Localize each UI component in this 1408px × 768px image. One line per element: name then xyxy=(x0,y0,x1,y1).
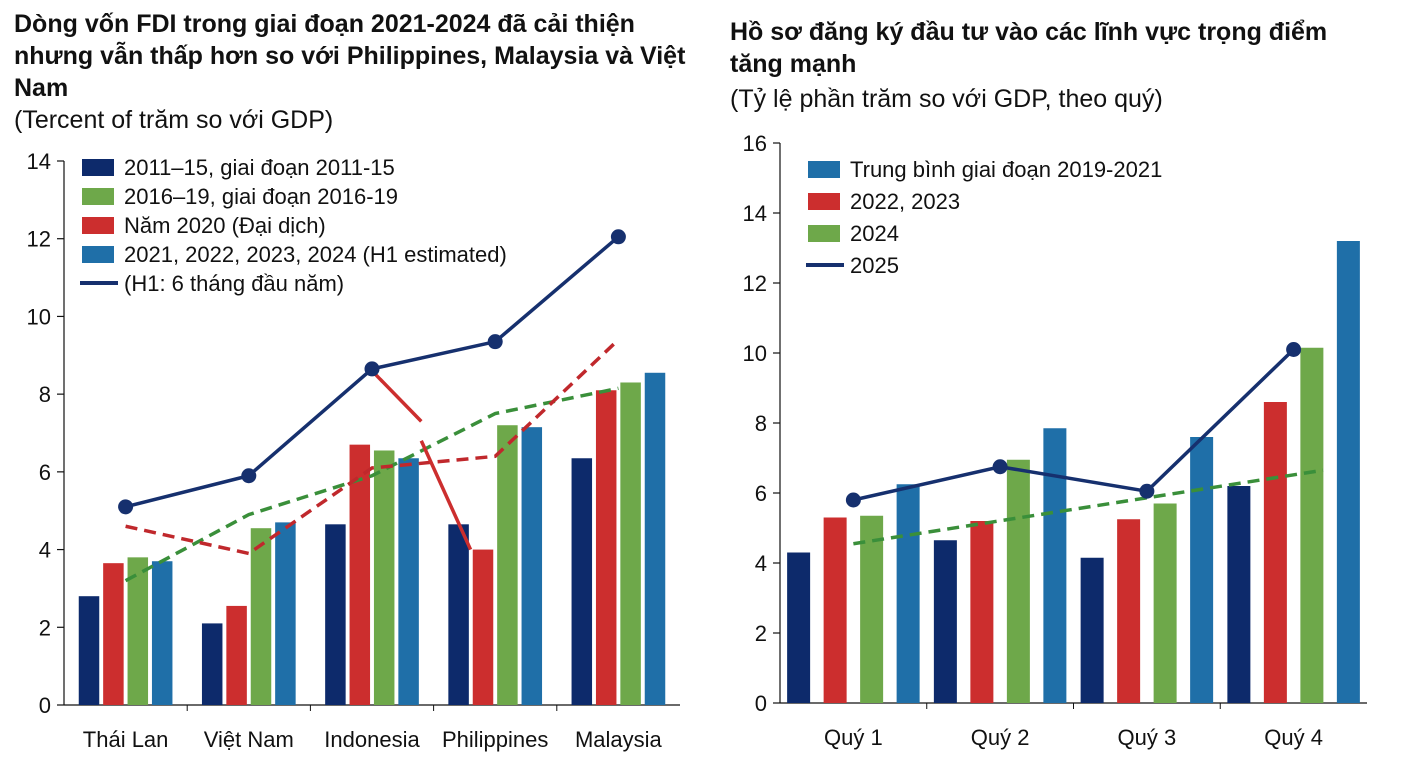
chart0-bar-series0 xyxy=(201,623,223,705)
chart1-bar-series0 xyxy=(1080,557,1104,703)
chart0-bar-series3 xyxy=(275,522,296,705)
chart0-bar-series2 xyxy=(595,390,617,705)
chart0-legend-label: (H1: 6 tháng đầu năm) xyxy=(124,271,344,296)
chart1-bar-series3 xyxy=(1043,428,1067,703)
chart0-legend-swatch xyxy=(82,246,114,263)
chart1-y-tick-label: 6 xyxy=(755,481,767,506)
chart1-line-point xyxy=(1286,342,1302,357)
chart1-bar-series0 xyxy=(933,540,957,703)
chart0-bar-series2 xyxy=(349,444,371,705)
chart1-bar-series1 xyxy=(1263,402,1287,703)
chart1-x-tick-label: Quý 4 xyxy=(1264,725,1323,750)
chart0-y-tick-label: 14 xyxy=(27,149,51,174)
chart0-y-tick-label: 6 xyxy=(39,460,51,485)
chart1-legend-label: 2025 xyxy=(850,253,899,278)
chart0-bar-series0 xyxy=(325,524,346,705)
chart0-line-point xyxy=(118,499,134,515)
chart1-legend-label: 2024 xyxy=(850,221,899,246)
chart0-y-tick-label: 0 xyxy=(39,693,51,718)
chart0-bar-series0 xyxy=(448,524,469,705)
chart1-bar-series1 xyxy=(823,517,847,703)
chart0-x-tick-label: Philippines xyxy=(442,727,548,752)
right-chart-subtitle: (Tỷ lệ phần trăm so với GDP, theo quý) xyxy=(730,85,1163,113)
chart0-y-tick-label: 4 xyxy=(39,538,51,563)
chart1-x-tick-label: Quý 1 xyxy=(824,725,883,750)
chart0-line-point xyxy=(610,229,626,245)
chart1-legend-label: 2022, 2023 xyxy=(850,189,960,214)
chart0-bar-series1 xyxy=(250,528,272,705)
chart0-trend-line-1 xyxy=(125,338,620,556)
chart1-legend-swatch xyxy=(808,193,840,210)
chart0-x-tick-label: Thái Lan xyxy=(83,727,169,752)
chart1-y-tick-label: 10 xyxy=(743,341,767,366)
chart1-bar-series1 xyxy=(970,521,994,703)
left-chart-title: Dòng vốn FDI trong giai đoạn 2021-2024 đ… xyxy=(14,10,686,102)
left-chart-subtitle: (Tercent of trăm so với GDP) xyxy=(14,106,334,134)
chart1-y-tick-label: 8 xyxy=(755,411,767,436)
chart1-legend-swatch xyxy=(808,161,840,178)
chart0-legend-label: 2011–15, giai đoạn 2011-15 xyxy=(124,155,395,180)
chart0-legend-label: 2021, 2022, 2023, 2024 (H1 estimated) xyxy=(124,242,507,267)
chart0-line-point xyxy=(241,468,257,484)
chart1-bar-series2 xyxy=(1300,347,1324,703)
chart0-bar-series2 xyxy=(472,549,494,705)
chart0-bar-series2 xyxy=(103,563,124,705)
chart0-trend-line-2 xyxy=(370,369,423,423)
chart0-legend-swatch xyxy=(82,217,114,234)
chart0-trend-line-0 xyxy=(124,386,619,583)
chart1-bar-series1 xyxy=(1117,519,1141,703)
chart1-y-tick-label: 4 xyxy=(755,551,767,576)
chart0-y-tick-label: 8 xyxy=(39,382,51,407)
right-chart-title: Hồ sơ đăng ký đầu tư vào các lĩnh vực tr… xyxy=(730,18,1328,78)
chart1-legend-label: Trung bình giai đoạn 2019-2021 xyxy=(850,157,1162,182)
chart0-legend-label: Năm 2020 (Đại dịch) xyxy=(124,213,326,238)
chart0-bar-series1 xyxy=(127,557,149,705)
chart1-bar-series2 xyxy=(860,515,884,703)
chart1-trend-line-0 xyxy=(853,468,1324,546)
chart0-y-tick-label: 10 xyxy=(27,304,51,329)
chart1-line-point xyxy=(992,459,1008,475)
chart1-bar-series0 xyxy=(1227,486,1251,703)
chart0-bar-series3 xyxy=(644,372,666,705)
chart0-x-tick-label: Việt Nam xyxy=(204,727,294,752)
chart0-bar-series3 xyxy=(151,561,173,705)
chart1-bar-series2 xyxy=(1006,459,1030,703)
chart0-bar-series3 xyxy=(521,427,543,705)
chart1-x-tick-label: Quý 3 xyxy=(1118,725,1177,750)
chart0-bar-series1 xyxy=(373,450,395,705)
chart0-bar-series0 xyxy=(571,458,593,705)
chart0-bar-series1 xyxy=(497,425,518,705)
chart0-bar-series2 xyxy=(226,605,247,705)
chart0-line-point xyxy=(364,361,380,377)
chart0-legend-swatch xyxy=(82,159,114,176)
chart1-line-series4 xyxy=(852,348,1295,502)
chart0-line-point xyxy=(487,334,503,350)
chart0-x-tick-label: Malaysia xyxy=(575,727,663,752)
chart1-bar-series2 xyxy=(1153,503,1177,703)
chart0-bar-series3 xyxy=(398,458,419,705)
chart1-bar-series3 xyxy=(896,484,920,703)
chart0-bar-series0 xyxy=(78,596,100,705)
chart1-line-point xyxy=(845,492,861,508)
chart0-y-tick-label: 2 xyxy=(39,615,51,640)
chart0-legend-label: 2016–19, giai đoạn 2016-19 xyxy=(124,184,398,209)
chart1-y-tick-label: 0 xyxy=(755,691,767,716)
chart0-y-tick-label: 12 xyxy=(27,227,51,252)
chart1-y-tick-label: 12 xyxy=(743,271,767,296)
chart1-bar-series3 xyxy=(1336,241,1360,703)
chart1-y-tick-label: 16 xyxy=(743,131,767,156)
chart1-legend-swatch xyxy=(808,225,840,242)
chart1-line-point xyxy=(1139,483,1155,499)
chart0-x-tick-label: Indonesia xyxy=(324,727,420,752)
chart1-bar-series0 xyxy=(787,552,811,703)
chart0-trend-line-3 xyxy=(419,440,473,551)
chart1-y-tick-label: 2 xyxy=(755,621,767,646)
chart0-bar-series1 xyxy=(620,382,641,705)
chart1-bar-series3 xyxy=(1190,437,1214,703)
chart1-x-tick-label: Quý 2 xyxy=(971,725,1030,750)
chart0-legend-swatch xyxy=(82,188,114,205)
chart1-y-tick-label: 14 xyxy=(743,201,767,226)
